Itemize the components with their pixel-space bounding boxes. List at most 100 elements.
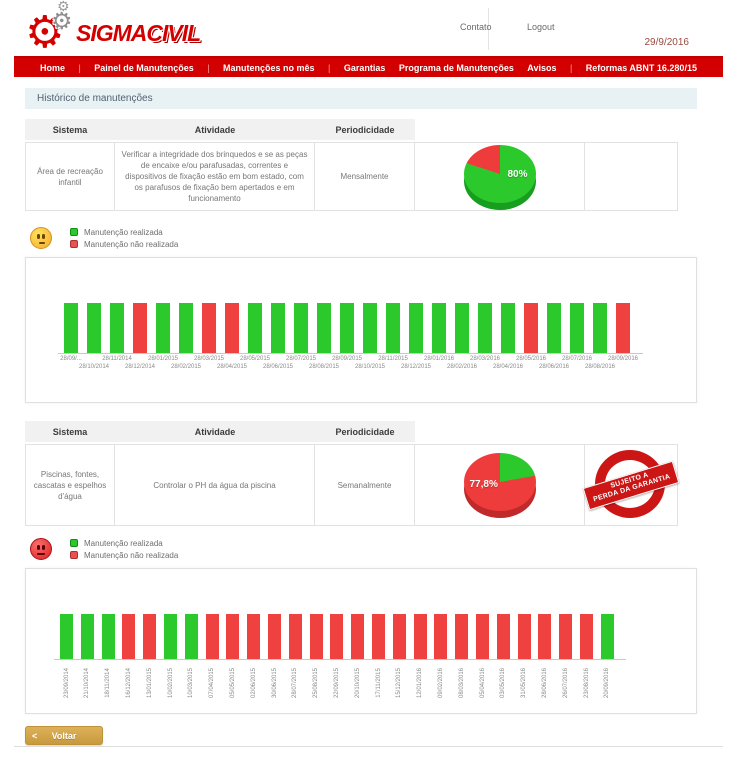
x-axis-label: 28/10/2014	[78, 364, 110, 370]
x-axis-label: 28/11/2015	[378, 356, 408, 362]
col-header-sistema: Sistema	[25, 119, 115, 142]
col-header-sistema: Sistema	[25, 421, 115, 444]
nav-item-4[interactable]: Programa de Manutenções	[398, 62, 514, 73]
chart-bar	[455, 303, 469, 353]
x-axis-line	[58, 353, 643, 354]
chart-bar	[363, 303, 377, 353]
x-axis-label: 15/12/2015	[396, 667, 403, 699]
chart-bar	[288, 614, 302, 659]
x-axis-label: 28/02/2015	[170, 364, 202, 370]
nav-item-0[interactable]: Home	[40, 62, 66, 73]
logo-sigma: SIGMA	[76, 20, 147, 46]
chart-bar	[164, 614, 177, 659]
nav-separator: |	[207, 62, 210, 73]
legend-1: Manutenção realizada Manutenção não real…	[30, 223, 737, 253]
x-axis-label: 28/04/2016	[492, 364, 524, 370]
nav-item-2[interactable]: Manutenções no mês	[223, 62, 315, 73]
x-axis-label: 30/06/2015	[271, 667, 278, 699]
header-divider	[488, 8, 489, 50]
chart-bar	[101, 614, 115, 659]
x-axis-label: 12/01/2016	[417, 667, 424, 699]
col-header-periodicidade: Periodicidade	[315, 119, 415, 142]
atividade-cell: Controlar o PH da água da piscina	[115, 444, 315, 526]
x-axis-label: 02/06/2015	[250, 667, 257, 699]
chart-bar	[271, 303, 285, 353]
sigma-civil-logo[interactable]: ⚙ ⚙ ⚙ SIGMACIVIL	[25, 0, 207, 58]
x-axis-label: 28/07/2015	[285, 356, 317, 362]
chart-bar	[616, 303, 630, 353]
nav-item-6[interactable]: Reformas ABNT 16.280/15	[585, 62, 697, 73]
x-axis-label: 08/03/2016	[458, 667, 465, 699]
x-axis-label: 28/09/...	[60, 356, 82, 362]
bar-chart-1: 28/09/... 28/10/2014 28/11/2014 28/12/2014 2…	[25, 257, 697, 403]
sistema-cell: Piscinas, fontes, cascatas e espelhos d'…	[25, 444, 115, 526]
warranty-stamp-cell: SUJEITO A PERDA DA GARANTIA	[582, 444, 680, 526]
chart-bar	[80, 614, 94, 659]
chart-bar	[143, 614, 157, 659]
x-axis-label: 25/08/2015	[313, 667, 320, 699]
chart-bar	[600, 614, 614, 659]
x-axis-label: 28/10/2015	[354, 364, 386, 370]
logo-civil: CIVIL	[146, 20, 201, 46]
chart-bar	[184, 614, 198, 659]
voltar-button[interactable]: < Voltar	[25, 726, 103, 745]
bar-chart-2: 23/09/2014 21/10/2014 18/11/2014 16/12/2014…	[25, 568, 697, 714]
x-axis-label: 28/09/2016	[607, 356, 639, 362]
legend-item-nao-realizada: Manutenção não realizada	[70, 240, 178, 249]
x-axis-label: 28/03/2015	[193, 356, 225, 362]
neutral-face-icon	[30, 227, 52, 249]
x-axis-label: 28/06/2015	[262, 364, 294, 370]
x-axis-label: 10/03/2015	[188, 667, 195, 699]
chart-bar	[517, 614, 531, 659]
chart-bar	[580, 614, 593, 659]
nav-item-5[interactable]: Avisos	[527, 62, 557, 73]
chart-bar	[409, 303, 423, 353]
gear-icon: ⚙	[51, 7, 73, 35]
atividade-cell: Verificar a integridade dos brinquedos e…	[115, 142, 315, 211]
chart-bar	[593, 303, 607, 353]
pie-top	[463, 453, 536, 511]
x-axis-label: 22/09/2015	[333, 667, 340, 699]
x-axis-label: 28/05/2015	[239, 356, 271, 362]
chart-bar	[524, 303, 538, 353]
chart-bar	[60, 614, 73, 659]
chart-bar	[386, 303, 400, 353]
maintenance-table-1: Sistema Atividade Periodicidade Área de …	[25, 119, 678, 211]
gear-icon: ⚙	[57, 0, 70, 15]
x-axis-label: 28/09/2015	[331, 356, 363, 362]
chart-bar	[268, 614, 281, 659]
periodicidade-cell: Semanalmente	[315, 444, 415, 526]
pie-percentage-label: 77,8%	[469, 479, 498, 490]
warranty-loss-stamp: SUJEITO A PERDA DA GARANTIA	[582, 449, 680, 521]
col-header-periodicidade: Periodicidade	[315, 421, 415, 444]
contato-link[interactable]: Contato	[460, 22, 492, 32]
chart-bar	[476, 614, 489, 659]
x-axis-label: 13/01/2015	[146, 667, 153, 699]
sistema-cell: Área de recreação infantil	[25, 142, 115, 211]
x-axis-label: 28/06/2016	[538, 364, 570, 370]
x-axis-label: 28/12/2015	[400, 364, 432, 370]
chart-bar	[340, 303, 354, 353]
chart-bar	[248, 303, 262, 353]
chart-bar	[225, 303, 239, 353]
chart-bar	[559, 614, 573, 659]
x-axis-label: 28/01/2015	[147, 356, 179, 362]
nav-item-3[interactable]: Garantias	[343, 62, 386, 73]
green-square-icon	[70, 228, 78, 236]
nav-separator: |	[78, 62, 81, 73]
chart-bar	[413, 614, 427, 659]
chart-bar	[547, 303, 561, 353]
x-axis-label: 20/10/2015	[354, 667, 361, 699]
chart-bar	[392, 614, 406, 659]
chart-bar	[179, 303, 193, 353]
x-axis-label: 31/05/2016	[521, 667, 528, 699]
gear-icon: ⚙	[25, 7, 65, 58]
nav-item-1[interactable]: Painel de Manutenções	[94, 62, 194, 73]
chart-bar	[317, 303, 331, 353]
logout-link[interactable]: Logout	[527, 22, 555, 32]
x-axis-label: 09/02/2016	[437, 667, 444, 699]
maintenance-table-2: Sistema Atividade Periodicidade Piscinas…	[25, 421, 680, 526]
x-axis-label: 28/05/2016	[515, 356, 547, 362]
pie-chart: 77,8%	[463, 451, 536, 519]
chart-bar	[501, 303, 515, 353]
